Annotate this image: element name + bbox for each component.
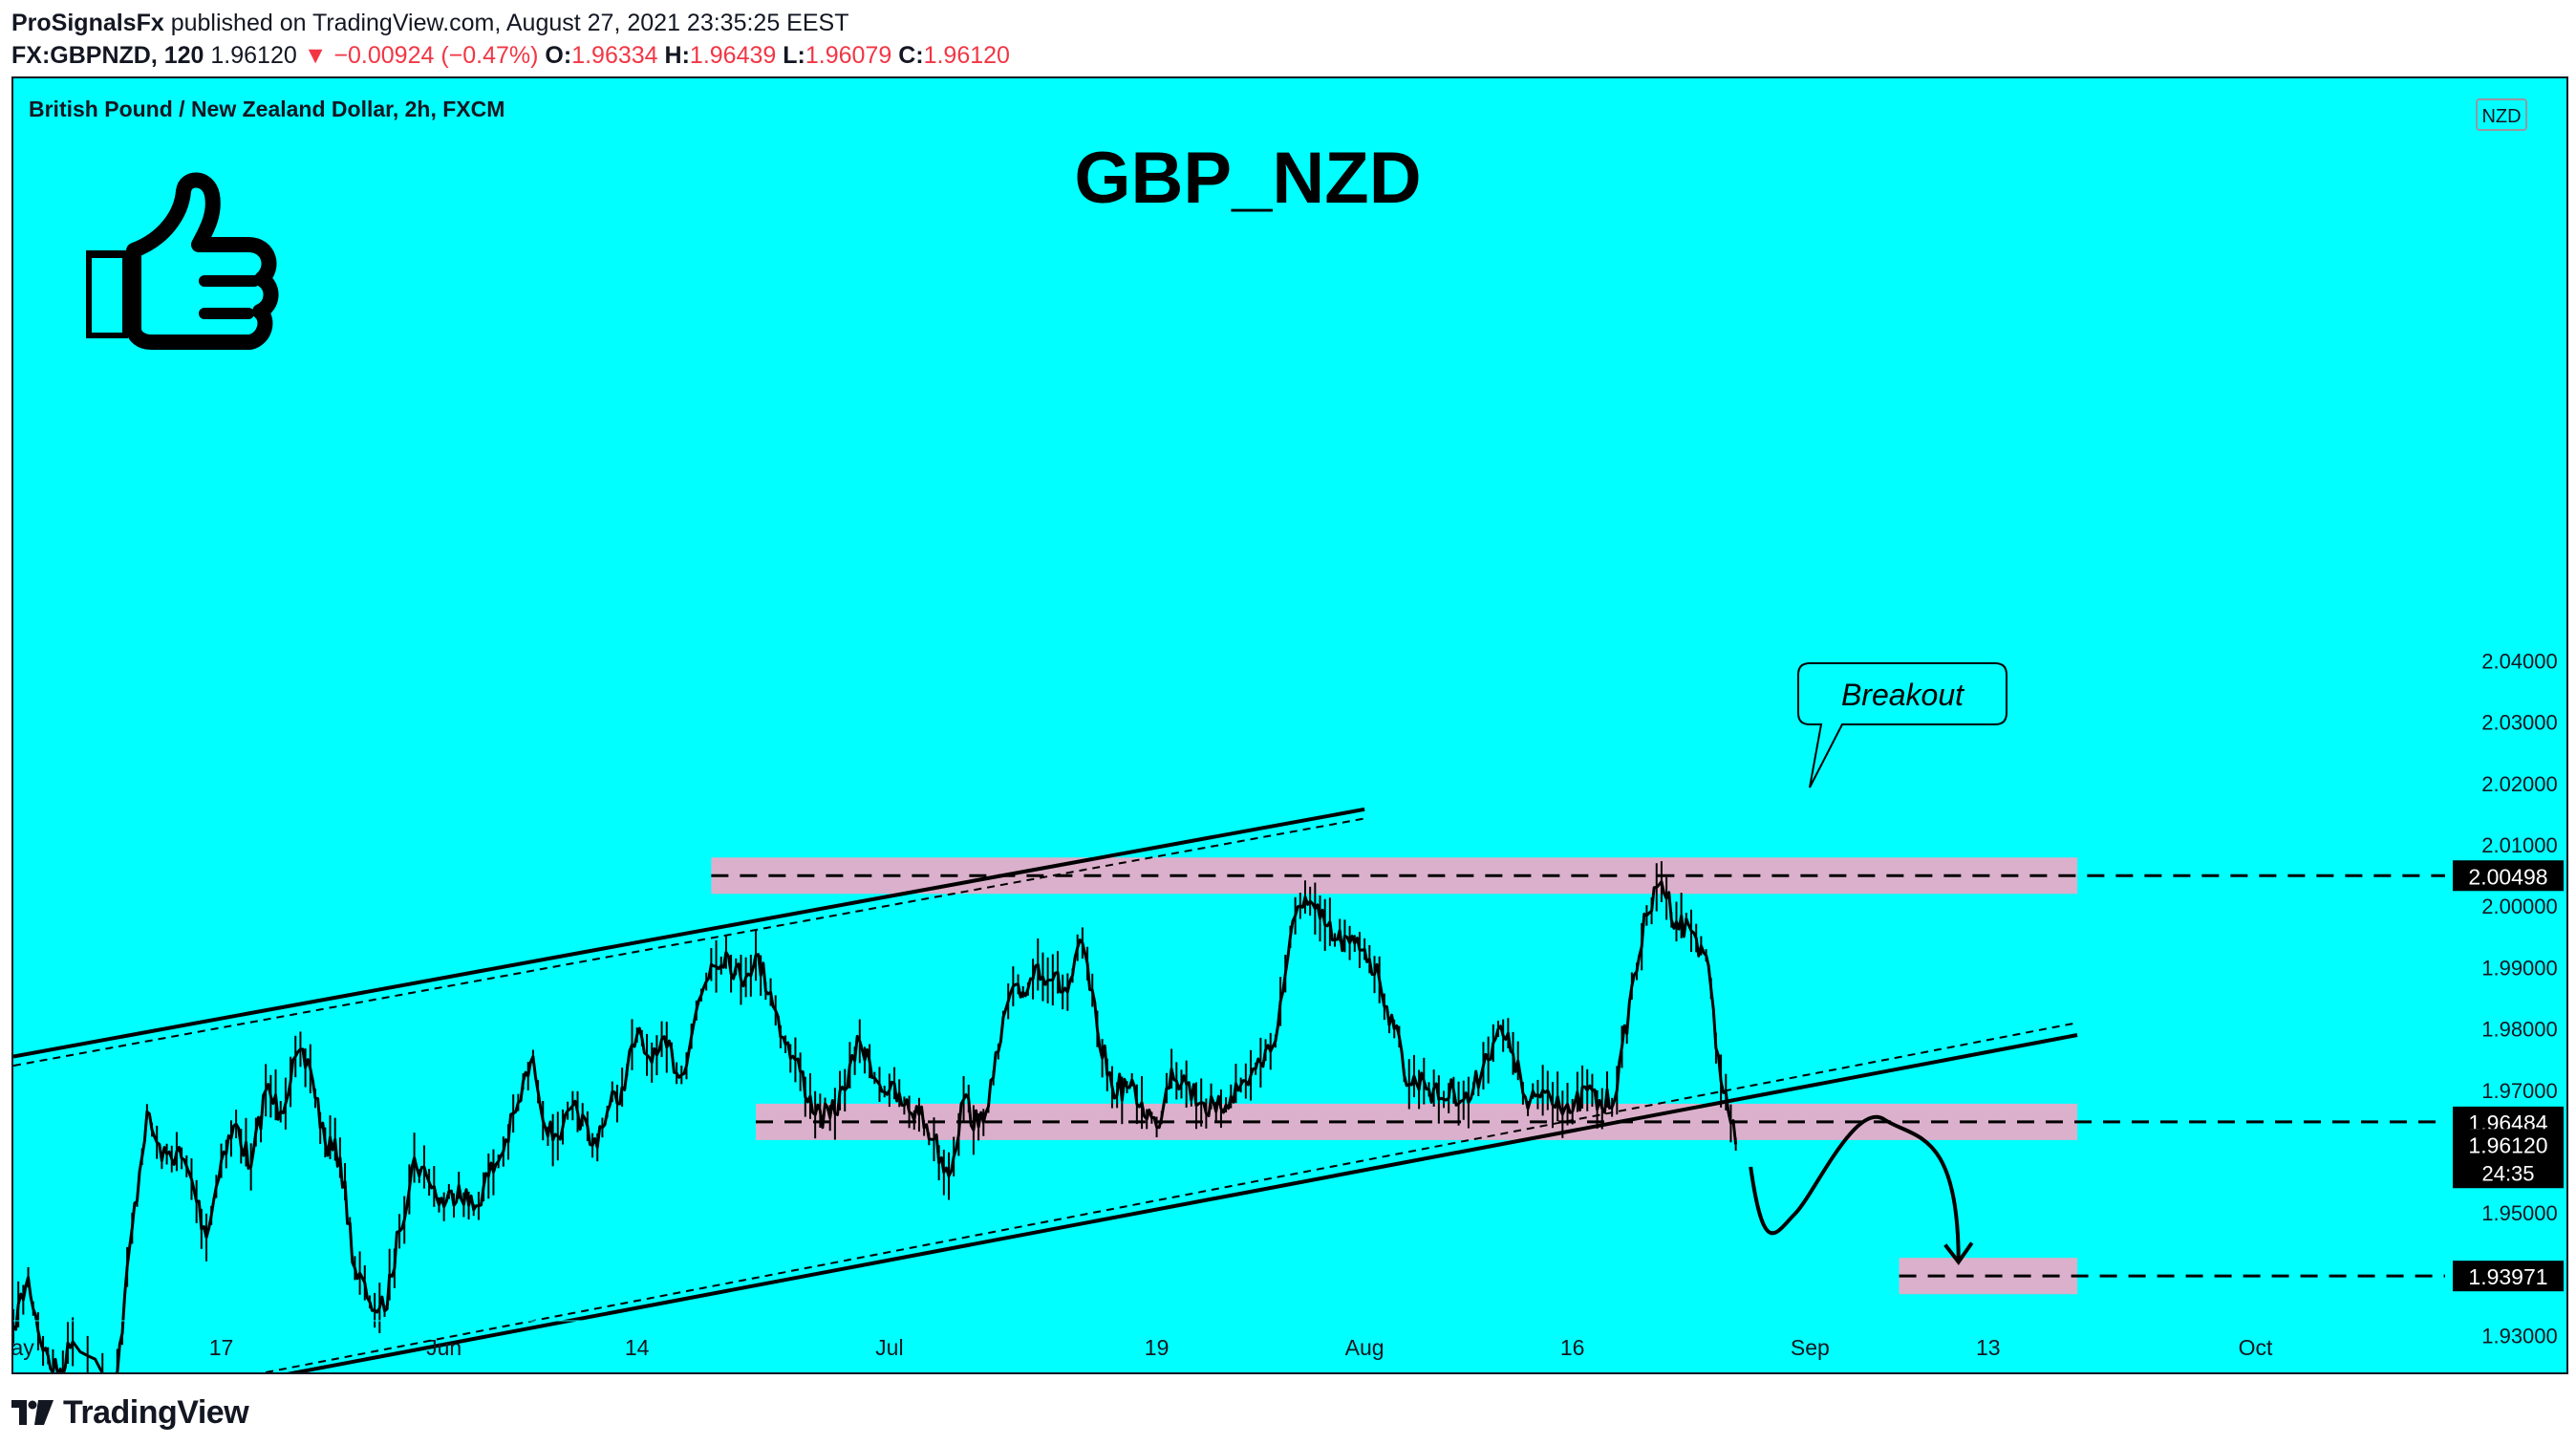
high-value: 1.96439 <box>689 42 777 69</box>
channel-lower-line <box>286 1033 2078 1372</box>
x-tick-label: Jul <box>875 1335 903 1360</box>
low-value: 1.96079 <box>805 42 892 69</box>
y-tick-label: 1.97000 <box>2481 1079 2558 1103</box>
last-price-box <box>2453 1129 2564 1189</box>
level-price-box-2 <box>2453 1261 2564 1292</box>
footer-brand: TradingView <box>63 1393 249 1431</box>
chart-frame[interactable]: 1.930001.950001.960001.970001.980001.990… <box>11 76 2568 1374</box>
projection-curve <box>1749 1114 1961 1262</box>
level-price-label: 1.93971 <box>2468 1264 2547 1289</box>
breakout-label: Breakout <box>1841 678 1964 712</box>
currency-badge-label: NZD <box>2481 106 2521 127</box>
x-tick-label: 16 <box>1560 1335 1585 1360</box>
time-axis[interactable]: May 17 Jun 14 Jul 19 Aug 16 Sep 13 Oct <box>13 1320 2566 1360</box>
open-value: 1.96334 <box>571 42 658 69</box>
x-tick-label: May <box>13 1335 34 1360</box>
chart-background <box>13 78 2566 1372</box>
projection-layer <box>1749 1114 1974 1265</box>
publish-line: ProSignalsFx published on TradingView.co… <box>11 8 848 38</box>
x-tick-label: 17 <box>209 1335 234 1360</box>
x-tick-label: 14 <box>625 1335 650 1360</box>
x-tick-label: Oct <box>2239 1335 2273 1360</box>
x-tick-label: 19 <box>1145 1335 1170 1360</box>
x-tick-label: Sep <box>1791 1335 1830 1360</box>
countdown-label: 24:35 <box>2481 1161 2534 1185</box>
x-tick-label: Jun <box>426 1335 462 1360</box>
currency-badge[interactable]: NZD <box>2476 98 2527 131</box>
channel-upper-dashed-line <box>13 817 1365 1068</box>
y-tick-label: 2.04000 <box>2481 650 2558 674</box>
y-tick-label: 1.95000 <box>2481 1201 2558 1225</box>
ohlc-line: FX:GBPNZD, 120 1.96120 ▼ −0.00924 (−0.47… <box>11 40 1010 71</box>
change-text: ▼ −0.00924 (−0.47%) <box>303 42 539 69</box>
y-tick-label: 1.99000 <box>2481 956 2558 980</box>
level-price-box-0 <box>2453 860 2564 892</box>
channel-upper-line <box>13 807 1365 1059</box>
x-tick-label: Aug <box>1345 1335 1385 1360</box>
chart-canvas[interactable]: 1.930001.950001.960001.970001.980001.990… <box>13 78 2566 1372</box>
last-price-text: 1.96120 <box>210 42 297 69</box>
channel-layer <box>13 807 2078 1372</box>
chart-title: GBP_NZD <box>1074 138 1421 219</box>
publisher-name[interactable]: ProSignalsFx <box>11 10 164 36</box>
symbol-label: FX:GBPNZD, 120 <box>11 42 204 69</box>
close-label: C: <box>898 42 924 69</box>
high-label: H: <box>664 42 690 69</box>
low-label: L: <box>783 42 805 69</box>
y-tick-label: 2.02000 <box>2481 772 2558 796</box>
publish-info: published on TradingView.com, August 27,… <box>170 10 849 36</box>
open-label: O: <box>545 42 572 69</box>
thumbs-up-icon <box>86 172 279 350</box>
price-layer <box>13 861 1738 1372</box>
price-axis[interactable]: 1.930001.950001.960001.970001.980001.990… <box>2449 78 2558 1348</box>
y-tick-label: 2.01000 <box>2481 833 2558 857</box>
y-tick-label: 2.00000 <box>2481 895 2558 918</box>
projection-arrow-head <box>1943 1241 1974 1265</box>
level-price-label: 2.00498 <box>2468 864 2547 889</box>
tradingview-logo[interactable]: TradingView <box>11 1393 249 1432</box>
x-tick-label: 13 <box>1976 1335 2001 1360</box>
y-tick-label: 1.93000 <box>2481 1325 2558 1348</box>
y-tick-label: 2.03000 <box>2481 711 2558 735</box>
last-price-label: 1.96120 <box>2468 1132 2547 1157</box>
tradingview-logo-icon <box>11 1400 54 1425</box>
series-title: British Pound / New Zealand Dollar, 2h, … <box>29 97 504 121</box>
y-tick-label: 1.98000 <box>2481 1018 2558 1042</box>
close-value: 1.96120 <box>923 42 1010 69</box>
breakout-callout: Breakout <box>1797 662 2007 788</box>
